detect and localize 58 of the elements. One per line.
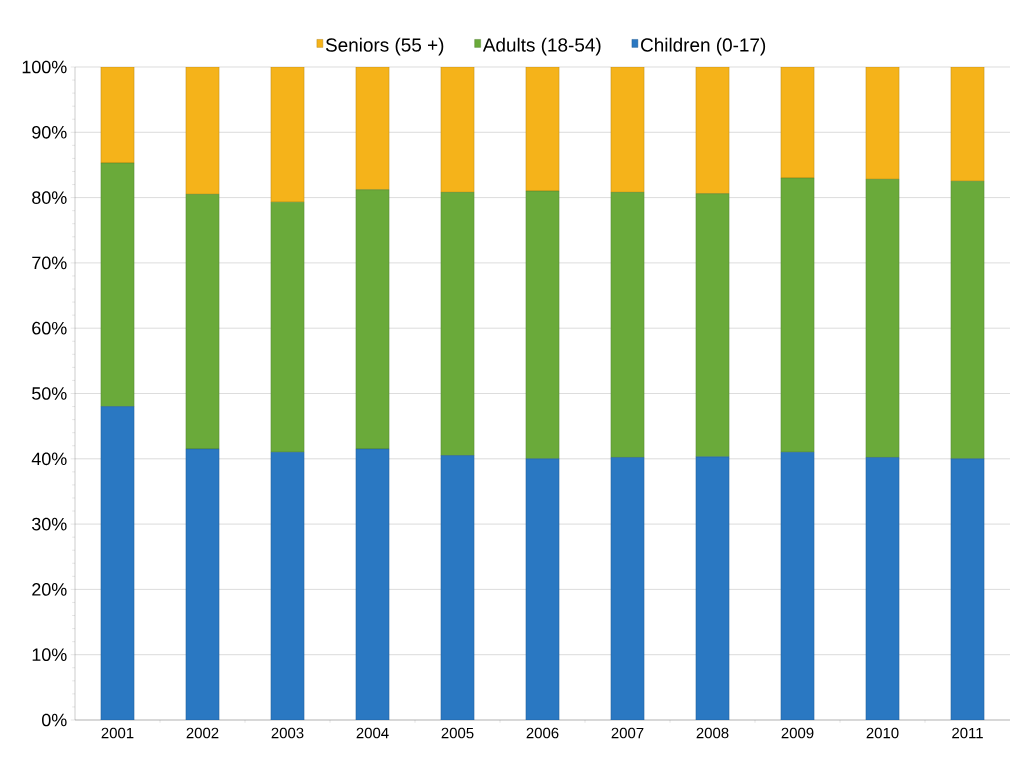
bar (440, 455, 475, 720)
bar (865, 457, 900, 720)
bar (610, 457, 645, 720)
x-tick-label: 2006 (526, 727, 559, 739)
y-tick-label: 90% (32, 125, 67, 139)
bar (185, 448, 220, 720)
y-tick-label: 50% (32, 387, 67, 400)
bar (355, 66, 390, 190)
bar (610, 192, 645, 458)
bar (100, 406, 135, 720)
bar (950, 181, 985, 459)
bar (865, 179, 900, 458)
bar (270, 452, 305, 720)
bar (695, 66, 730, 194)
bar (950, 458, 985, 720)
bar (100, 66, 135, 164)
y-tick-label: 40% (31, 452, 67, 466)
x-tick-label: 2004 (356, 727, 389, 739)
x-tick-label: 2001 (101, 727, 134, 739)
bar (355, 189, 390, 450)
bar (610, 66, 645, 193)
bar (865, 66, 900, 180)
bar (525, 66, 560, 192)
bar (695, 456, 730, 720)
x-tick-label: 2007 (611, 727, 644, 739)
bar (780, 452, 815, 720)
bar (950, 66, 985, 182)
legend-label: Adults (18-54) (482, 37, 601, 56)
bar (695, 193, 730, 458)
x-tick-label: 2009 (781, 727, 814, 739)
bar (355, 448, 390, 720)
x-tick-label: 2010 (866, 727, 899, 739)
y-tick-label: 20% (32, 583, 67, 596)
x-tick-label: 2011 (952, 727, 983, 739)
x-tick-label: 2003 (271, 727, 304, 739)
x-tick-label: 2005 (441, 727, 474, 739)
bar (780, 66, 815, 179)
bar (780, 177, 815, 453)
x-tick-label: 2008 (696, 727, 729, 739)
bar (270, 201, 305, 453)
y-tick-label: 100% (22, 60, 67, 74)
y-tick-label: 0% (42, 713, 67, 727)
bar (440, 192, 475, 456)
y-tick-label: 60% (32, 321, 67, 335)
bar (270, 66, 305, 203)
y-tick-label: 70% (32, 256, 67, 270)
x-tick-label: 2002 (186, 727, 219, 739)
bar (100, 162, 135, 407)
bar (525, 190, 560, 459)
legend-label: Children (0-17) (641, 37, 766, 56)
bar (525, 458, 560, 720)
y-tick-label: 80% (32, 191, 67, 204)
y-tick-label: 10% (32, 648, 67, 662)
y-tick-label: 30% (32, 517, 67, 531)
legend-label: Seniors (55 +) (325, 37, 444, 56)
bar (185, 194, 220, 450)
bar (440, 66, 475, 193)
bar (185, 66, 220, 195)
